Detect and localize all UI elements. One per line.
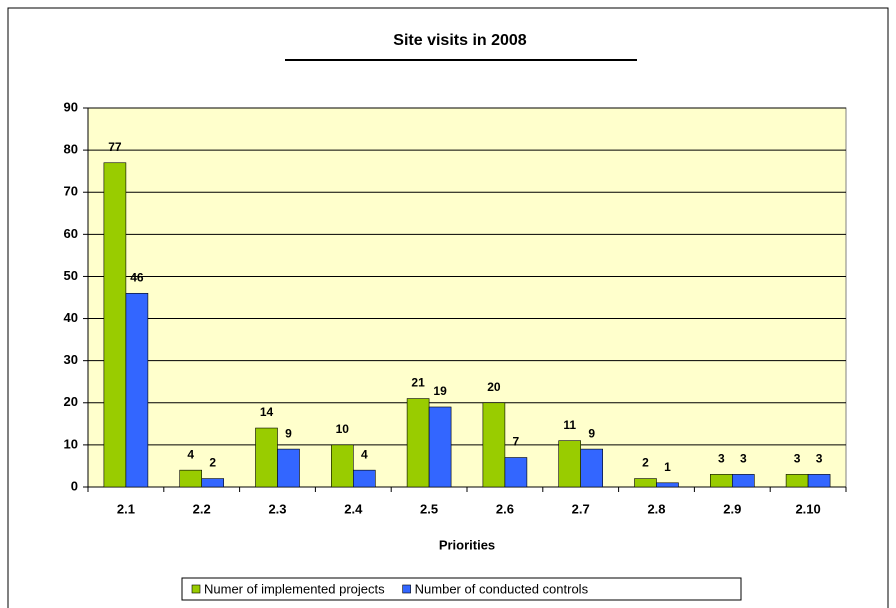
bar [807,474,831,488]
bar [330,444,354,488]
y-tick-label: 60 [64,226,78,241]
bar [580,448,604,488]
y-tick-label: 20 [64,394,78,409]
bar [201,478,224,488]
legend-label: Numer of implemented projects [204,581,385,596]
bar [125,292,149,488]
y-tick-label: 30 [64,352,78,367]
data-label: 4 [361,447,368,461]
bar [634,478,657,488]
bar [406,398,430,488]
y-tick-label: 10 [64,436,78,451]
data-label: 2 [642,456,649,470]
bar [428,406,452,488]
x-tick-label: 2.6 [496,501,514,516]
bar [352,469,376,488]
legend-box [181,577,742,601]
data-label: 11 [563,418,576,432]
data-label: 9 [588,426,595,440]
x-tick-label: 2.7 [572,501,590,516]
bar [709,474,733,488]
bar [656,482,679,488]
plot-area [87,107,847,488]
y-tick-label: 90 [64,99,78,114]
legend-swatch [402,584,411,594]
bar [558,440,582,488]
x-tick-label: 2.10 [795,501,820,516]
bar [255,427,278,488]
data-label: 3 [816,452,823,466]
chart-title: Site visits in 2008 [393,32,527,49]
data-label: 9 [285,426,292,440]
x-tick-label: 2.9 [723,501,741,516]
data-label: 1 [664,460,671,474]
y-tick-label: 70 [64,184,78,199]
data-label: 2 [209,456,216,470]
data-label: 19 [433,384,447,398]
data-label: 20 [487,380,501,394]
x-tick-label: 2.1 [117,501,135,516]
data-label: 3 [794,452,801,466]
x-axis-label: Priorities [439,537,495,552]
x-tick-label: 2.5 [420,501,438,516]
bar [731,474,755,488]
data-label: 46 [130,270,144,284]
data-label: 10 [336,422,350,436]
y-tick-label: 40 [64,310,78,325]
bar [179,469,202,488]
data-label: 4 [187,447,194,461]
y-tick-label: 0 [71,478,78,493]
data-label: 3 [718,452,725,466]
x-tick-label: 2.8 [647,501,665,516]
data-label: 7 [513,435,520,449]
bar [482,402,506,488]
bar [277,448,300,488]
data-label: 14 [260,405,274,419]
y-tick-label: 80 [64,142,78,157]
legend-label: Number of conducted controls [415,581,589,596]
y-tick-label: 50 [64,268,78,283]
bar [785,474,809,488]
bar [103,162,127,488]
data-label: 3 [740,452,747,466]
x-tick-label: 2.4 [344,501,363,516]
data-label: 21 [411,376,425,390]
data-label: 77 [108,140,122,154]
x-tick-label: 2.2 [193,501,211,516]
legend-swatch [191,584,201,594]
bar [504,457,528,488]
x-tick-label: 2.3 [268,501,286,516]
